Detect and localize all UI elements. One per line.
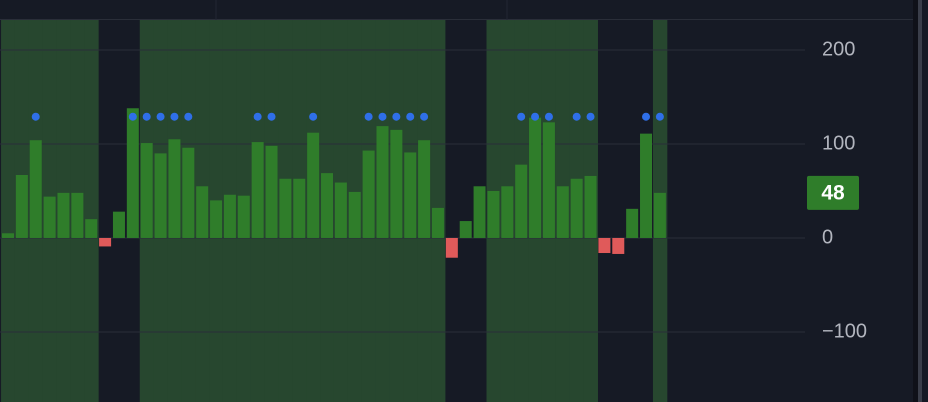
bar <box>154 153 167 238</box>
last-value-box <box>807 175 859 210</box>
bar <box>71 192 84 238</box>
signal-dot <box>642 112 651 121</box>
bar <box>168 139 181 238</box>
shaded-zone <box>1 20 16 402</box>
bar <box>598 237 611 254</box>
bar <box>348 191 361 238</box>
bar <box>126 108 139 238</box>
signal-dot <box>253 112 262 121</box>
signal-dot <box>517 112 526 121</box>
signal-dot <box>378 112 387 121</box>
bar <box>307 132 320 238</box>
signal-dot <box>31 112 40 121</box>
signal-dot <box>170 112 179 121</box>
bar <box>223 194 236 238</box>
bar <box>459 221 472 238</box>
signal-dot <box>364 112 373 121</box>
signal-dot <box>128 112 137 121</box>
bar <box>140 143 153 238</box>
bar <box>584 175 597 238</box>
bar <box>112 211 125 238</box>
bar <box>376 126 389 238</box>
signal-dot <box>420 112 429 121</box>
bar <box>653 192 666 238</box>
scale-border <box>913 0 918 402</box>
y-tick-label: −100 <box>822 320 867 342</box>
bar <box>431 207 444 238</box>
bar <box>334 182 347 238</box>
scrollbar <box>918 0 922 402</box>
last-value-label: 48 <box>821 181 845 204</box>
y-tick-label: 0 <box>822 226 833 248</box>
bar <box>237 195 250 238</box>
bar <box>362 150 375 238</box>
bar <box>321 173 334 238</box>
y-tick-label: 200 <box>822 38 855 60</box>
signal-dot <box>142 112 151 121</box>
bar <box>404 152 417 238</box>
bar <box>640 133 653 238</box>
bar <box>2 233 14 238</box>
signal-dot <box>544 112 553 121</box>
bar <box>501 186 514 238</box>
signal-dot <box>184 112 193 121</box>
bar <box>43 196 56 238</box>
bar <box>210 200 223 238</box>
signal-dot <box>392 112 401 121</box>
bar <box>529 117 542 238</box>
bar <box>390 129 403 238</box>
bar <box>445 237 458 258</box>
bar <box>29 140 42 238</box>
bar <box>15 174 28 238</box>
signal-dot <box>655 112 664 121</box>
bar <box>487 190 500 238</box>
signal-dot <box>531 112 540 121</box>
bar <box>418 140 431 238</box>
bar <box>612 237 625 254</box>
signal-dot <box>572 112 581 121</box>
bar <box>279 178 292 238</box>
signal-dot <box>309 112 318 121</box>
signal-dot <box>586 112 595 121</box>
signal-dot <box>156 112 165 121</box>
bar <box>293 178 306 238</box>
bar <box>182 147 195 238</box>
bar <box>85 219 98 238</box>
bar <box>542 122 555 238</box>
signal-dot <box>406 112 415 121</box>
bar <box>473 186 486 238</box>
bar <box>265 145 278 238</box>
bar <box>515 164 528 238</box>
bar <box>626 208 639 238</box>
bar <box>251 142 264 238</box>
bar <box>196 186 209 238</box>
bar <box>556 186 569 238</box>
bar <box>57 192 70 238</box>
bar <box>570 178 583 238</box>
y-tick-label: 100 <box>822 132 855 154</box>
bar <box>99 237 112 247</box>
shaded-zone <box>84 20 99 402</box>
signal-dot <box>267 112 276 121</box>
